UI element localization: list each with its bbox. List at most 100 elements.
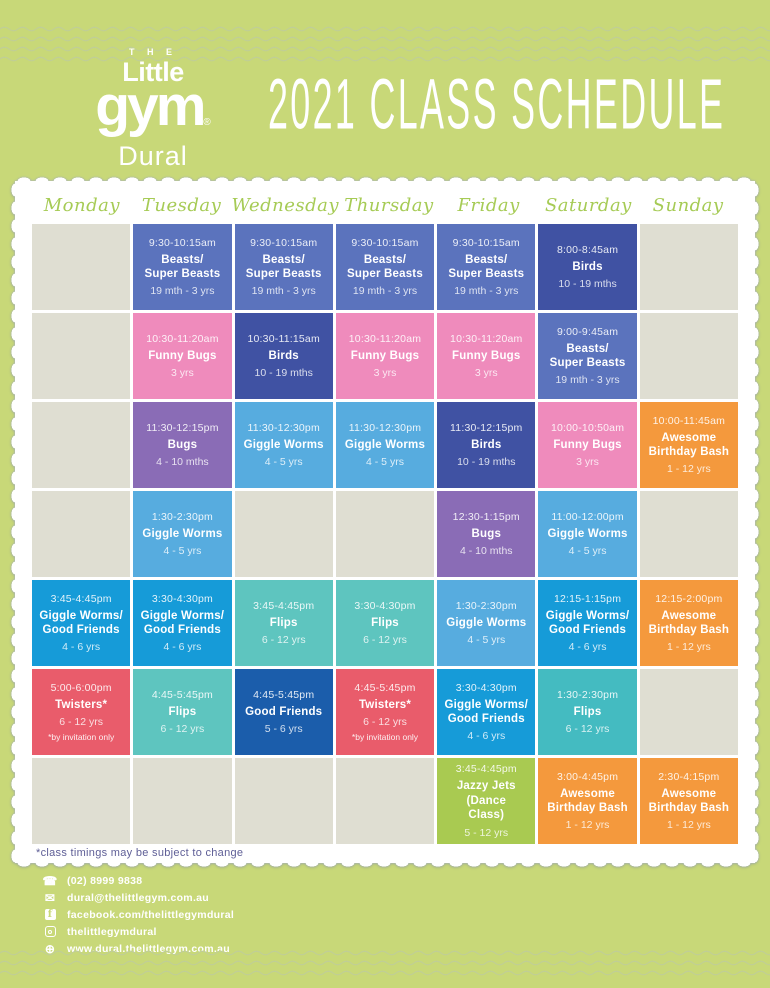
class-time: 10:30-11:15am: [247, 332, 320, 345]
class-name: Awesome Birthday Bash: [648, 609, 730, 636]
class-age-range: 4 - 10 mths: [460, 545, 513, 558]
class-name: Funny Bugs: [148, 349, 217, 362]
contact-text: thelittlegymdural: [67, 925, 157, 938]
class-time: 4:45-5:45pm: [151, 688, 213, 701]
logo-gym-text: gym®: [95, 74, 211, 138]
class-age-range: 19 mth - 3 yrs: [150, 285, 215, 298]
day-header-sunday: Sunday: [652, 194, 724, 216]
class-age-range: 4 - 6 yrs: [62, 641, 101, 654]
class-time: 3:45-4:45pm: [253, 599, 315, 612]
empty-cell: [639, 224, 738, 310]
class-age-range: 4 - 6 yrs: [467, 730, 506, 743]
class-time: 12:15-1:15pm: [553, 592, 622, 605]
class-name: Flips: [269, 616, 298, 629]
contact-row: ✉ dural@thelittlegym.com.au: [42, 890, 234, 905]
class-name: Giggle Worms: [142, 527, 223, 540]
class-cell: 4:45-5:45pm Flips 6 - 12 yrs: [133, 669, 232, 755]
empty-cell: [335, 491, 435, 577]
class-name: Beasts/ Super Beasts: [245, 253, 322, 280]
class-age-range: 6 - 12 yrs: [363, 634, 407, 647]
class-name: Beasts/ Super Beasts: [347, 253, 423, 280]
class-cell: 9:30-10:15am Beasts/ Super Beasts 19 mth -…: [437, 224, 536, 310]
class-time: 9:30-10:15am: [452, 236, 520, 249]
class-age-range: 3 yrs: [474, 367, 498, 380]
class-age-range: 6 - 12 yrs: [59, 716, 104, 729]
class-name: Twisters*: [55, 698, 108, 711]
class-name: Awesome Birthday Bash: [547, 787, 628, 814]
little-gym-logo: T H E Little gym® Dural: [74, 48, 232, 170]
class-name: Awesome Birthday Bash: [648, 431, 730, 458]
class-name: Bugs: [167, 438, 198, 451]
page-title: 2021 CLASS SCHEDULE: [268, 63, 726, 145]
class-cell: 4:45-5:45pm Good Friends 5 - 6 yrs: [234, 669, 333, 755]
class-time: 1:30-2:30pm: [455, 599, 517, 612]
class-cell: 4:45-5:45pm Twisters* 6 - 12 yrs *by invita…: [335, 669, 435, 755]
contact-text: facebook.com/thelittlegymdural: [67, 908, 235, 921]
schedule-grid: 9:30-10:15am Beasts/ Super Beasts 19 mth -…: [32, 224, 738, 844]
class-cell: 10:30-11:20am Funny Bugs 3 yrs: [133, 313, 232, 399]
contact-list: ☎ (02) 8999 9838 ✉ dural@thelittlegym.com.a…: [42, 874, 234, 956]
class-cell: 10:00-11:45am Awesome Birthday Bash 1 - 12…: [639, 402, 738, 488]
day-header-tuesday: Tuesday: [141, 194, 222, 216]
day-header-monday: Monday: [43, 194, 120, 216]
day-header-saturday: Saturday: [544, 194, 632, 216]
class-time: 1:30-2:30pm: [556, 688, 619, 701]
class-cell: 3:30-4:30pm Giggle Worms/ Good Friends 4 -…: [133, 580, 232, 666]
class-age-range: 5 - 6 yrs: [264, 723, 303, 736]
empty-cell: [234, 491, 333, 577]
class-cell: 10:30-11:20am Funny Bugs 3 yrs: [335, 313, 435, 399]
class-age-range: 3 yrs: [576, 456, 599, 469]
class-name: Birds: [572, 260, 603, 273]
class-time: 10:30-11:20am: [450, 332, 523, 345]
class-cell: 9:30-10:15am Beasts/ Super Beasts 19 mth -…: [234, 224, 333, 310]
class-age-range: 10 - 19 mths: [457, 456, 516, 469]
instagram-icon: [42, 926, 58, 937]
class-time: 9:00-9:45am: [556, 325, 619, 338]
class-age-range: 6 - 12 yrs: [160, 723, 205, 736]
class-time: 3:00-4:45pm: [556, 770, 619, 783]
class-time: 12:30-1:15pm: [452, 510, 520, 523]
scallop-edge-left: [10, 181, 15, 863]
class-name: Funny Bugs: [553, 438, 622, 451]
class-name: Giggle Worms: [243, 438, 324, 451]
class-cell: 11:30-12:15pm Bugs 4 - 10 mths: [133, 402, 232, 488]
email-icon: ✉: [44, 890, 56, 905]
contact-row: ⊕ www.dural.thelittlegym.com.au: [42, 942, 234, 956]
class-name: Giggle Worms: [344, 438, 426, 451]
class-age-range: 4 - 6 yrs: [568, 641, 607, 654]
class-time: 3:30-4:30pm: [455, 681, 517, 694]
class-age-range: 1 - 12 yrs: [666, 641, 711, 654]
class-age-range: 4 - 5 yrs: [264, 456, 303, 469]
class-age-range: 5 - 12 yrs: [464, 826, 509, 839]
class-cell: 8:00-8:45am Birds 10 - 19 mths: [538, 224, 637, 310]
class-time: 11:30-12:15pm: [146, 421, 219, 434]
class-cell: 2:30-4:15pm Awesome Birthday Bash 1 - 12 y…: [639, 758, 738, 844]
logo-location: Dural: [118, 141, 188, 171]
class-cell: 12:30-1:15pm Bugs 4 - 10 mths: [437, 491, 536, 577]
day-header-wednesday: Wednesday: [231, 194, 340, 216]
class-cell: 11:30-12:30pm Giggle Worms 4 - 5 yrs: [335, 402, 435, 488]
class-time: 11:00-12:00pm: [551, 510, 624, 523]
class-time: 4:45-5:45pm: [354, 681, 416, 694]
class-name: Giggle Worms/ Good Friends: [140, 609, 225, 636]
class-age-range: 4 - 5 yrs: [163, 545, 202, 558]
class-time: 11:30-12:30pm: [348, 421, 422, 434]
logo-little-text: Little: [122, 57, 184, 87]
class-cell: 3:45-4:45pm Giggle Worms/ Good Friends 4 -…: [32, 580, 131, 666]
contact-row: f facebook.com/thelittlegymdural: [42, 908, 234, 921]
contact-row: ☎ (02) 8999 9838: [42, 874, 234, 888]
class-name: Giggle Worms/ Good Friends: [444, 698, 529, 725]
class-name: Funny Bugs: [452, 349, 521, 362]
class-time: 3:30-4:30pm: [151, 592, 213, 605]
class-age-range: 4 - 5 yrs: [568, 545, 607, 558]
class-age-range: 10 - 19 mths: [558, 278, 617, 291]
empty-cell: [639, 669, 738, 755]
empty-cell: [639, 491, 738, 577]
timing-disclaimer: *class timings may be subject to change: [36, 847, 244, 859]
empty-cell: [234, 758, 333, 844]
empty-cell: [32, 758, 131, 844]
empty-cell: [335, 758, 435, 844]
class-name: Awesome Birthday Bash: [648, 787, 730, 814]
class-age-range: 6 - 12 yrs: [261, 634, 306, 647]
